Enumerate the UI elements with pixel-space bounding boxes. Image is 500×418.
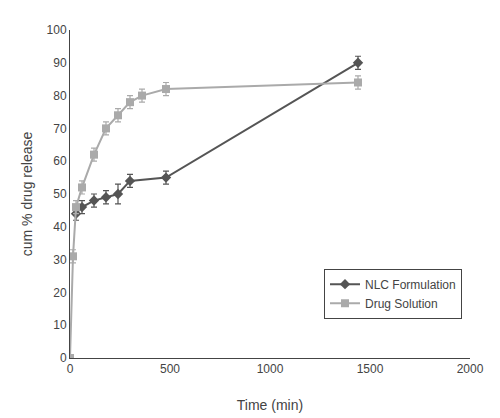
- svg-text:70: 70: [53, 122, 67, 136]
- svg-text:100: 100: [47, 23, 67, 37]
- svg-text:cum % drug release: cum % drug release: [19, 132, 35, 257]
- svg-text:NLC Formulation: NLC Formulation: [365, 278, 456, 292]
- svg-text:500: 500: [160, 362, 180, 376]
- svg-text:30: 30: [53, 253, 67, 267]
- svg-text:1000: 1000: [257, 362, 284, 376]
- svg-text:20: 20: [53, 286, 67, 300]
- svg-text:60: 60: [53, 154, 67, 168]
- svg-text:2000: 2000: [457, 362, 484, 376]
- svg-text:40: 40: [53, 220, 67, 234]
- svg-text:1500: 1500: [357, 362, 384, 376]
- svg-text:90: 90: [53, 56, 67, 70]
- svg-text:Drug Solution: Drug Solution: [365, 297, 438, 311]
- svg-text:Time (min): Time (min): [237, 397, 303, 413]
- svg-text:80: 80: [53, 89, 67, 103]
- svg-text:0: 0: [67, 362, 74, 376]
- svg-text:0: 0: [60, 351, 67, 365]
- svg-text:50: 50: [53, 187, 67, 201]
- svg-text:10: 10: [53, 318, 67, 332]
